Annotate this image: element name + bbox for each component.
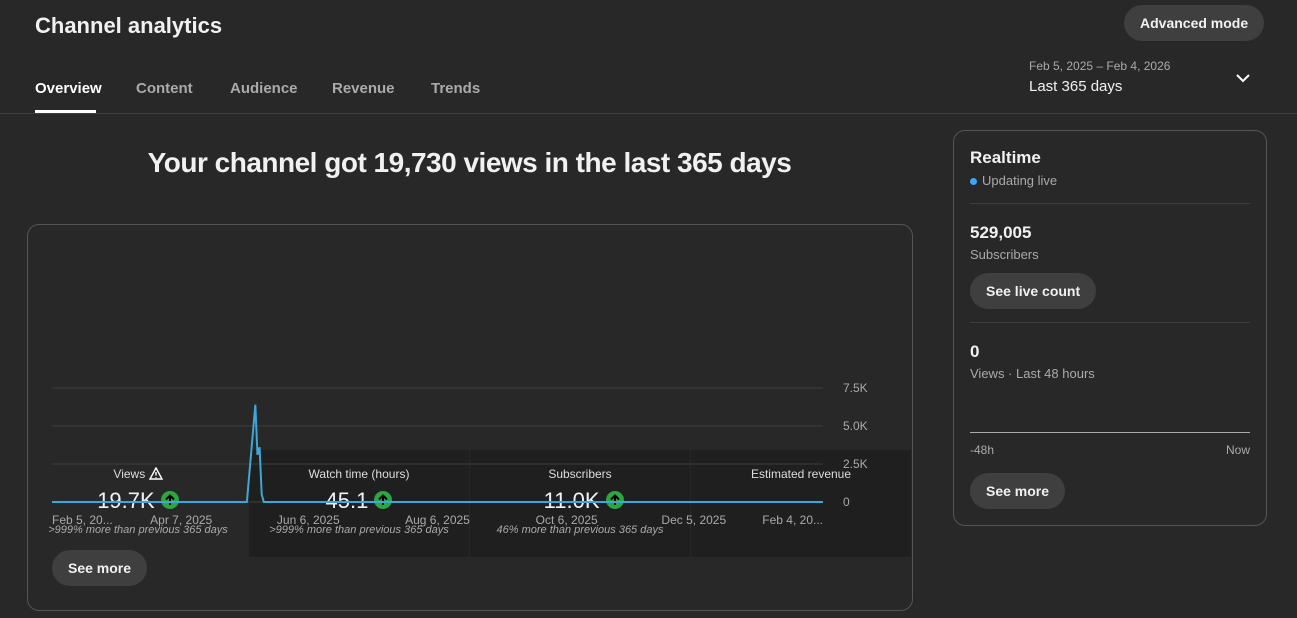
- tab[interactable]: Revenue: [332, 80, 395, 97]
- x-tick-label: Feb 5, 20...: [52, 513, 113, 527]
- metric-value: -11.0K: [470, 488, 690, 514]
- live-count-button[interactable]: See live count: [970, 273, 1097, 309]
- tab[interactable]: Trends: [431, 80, 481, 97]
- see-more-button[interactable]: See more: [52, 550, 148, 586]
- views-count: 0: [970, 342, 980, 361]
- metric-label: Subscribers: [548, 467, 612, 481]
- overview-card: Views 19.7K >999% more than previous 365…: [27, 224, 913, 611]
- views-label: Views · Last 48 hours: [970, 366, 1095, 381]
- tab-indicator: [35, 110, 96, 113]
- x-tick-label: Aug 6, 2025: [405, 513, 470, 527]
- x-tick-label: Apr 7, 2025: [150, 513, 212, 527]
- x-tick-label: Feb 4, 20...: [762, 513, 823, 527]
- up-icon: [160, 491, 179, 509]
- realtime-title: Realtime: [970, 148, 1041, 167]
- advanced-mode-button[interactable]: Advanced mode: [1124, 5, 1265, 41]
- views-line: [52, 404, 823, 503]
- metric-label: Estimated revenue: [750, 467, 852, 481]
- axis-label: Now: [1225, 443, 1250, 457]
- x-tick-label: Oct 6, 2025: [536, 513, 598, 527]
- see-more-button[interactable]: See more: [970, 473, 1066, 509]
- divider: [970, 322, 1250, 323]
- live-dot: [970, 178, 977, 185]
- metric-card[interactable]: Views 19.7K >999% more than previous 365…: [28, 450, 248, 557]
- realtime-status: Updating live: [970, 173, 1057, 188]
- y-tick-label: 5.0K: [843, 419, 868, 433]
- chevron[interactable]: [1234, 71, 1252, 85]
- subscriber-label: Subscribers: [970, 247, 1039, 262]
- divider: [0, 113, 1297, 114]
- views-chart: 0 2.5K 5.0K 7.5K Feb 5, 20... Apr 7, 2025 Jun …: [52, 381, 868, 527]
- metric-label: Views: [28, 466, 248, 481]
- metric-value: —: [790, 488, 812, 513]
- metric-change: >999% more than previous 365 days: [269, 524, 449, 536]
- headline: Your channel got 19,730 views in the las…: [147, 147, 792, 178]
- realtime-axis: [970, 432, 1250, 433]
- up-icon: [605, 491, 624, 509]
- y-tick-label: 0: [843, 495, 850, 509]
- metric-label: Watch time (hours): [308, 467, 410, 481]
- metric-value: 45.1: [249, 488, 469, 514]
- page-title: Channel analytics: [35, 13, 223, 38]
- up-icon: [374, 491, 393, 509]
- divider: [970, 203, 1250, 204]
- metric-card[interactable]: Estimated revenue —: [691, 450, 911, 557]
- tab[interactable]: Content: [136, 80, 193, 97]
- y-tick-label: 2.5K: [843, 457, 868, 471]
- metric-change: >999% more than previous 365 days: [48, 524, 228, 536]
- metric-card[interactable]: Watch time (hours) 45.1 >999% more than p…: [249, 450, 469, 557]
- subscriber-count: 529,005: [970, 223, 1032, 242]
- date-range: Feb 5, 2025 – Feb 4, 2026: [1029, 59, 1171, 73]
- axis-label: -48h: [970, 443, 995, 457]
- period[interactable]: Last 365 days: [1029, 78, 1123, 95]
- x-tick-label: Jun 6, 2025: [277, 513, 340, 527]
- tab[interactable]: Audience: [230, 80, 298, 97]
- y-tick-label: 7.5K: [843, 381, 868, 395]
- realtime-card: Realtime Updating live 529,005 Subscribe…: [953, 130, 1267, 526]
- x-tick-label: Dec 5, 2025: [661, 513, 726, 527]
- metric-value: 19.7K: [28, 488, 248, 514]
- metric-change: 46% more than previous 365 days: [496, 524, 664, 536]
- warning-icon: [148, 466, 163, 480]
- metric-card[interactable]: Subscribers -11.0K 46% more than previous…: [470, 450, 690, 557]
- tab[interactable]: Overview: [35, 80, 102, 97]
